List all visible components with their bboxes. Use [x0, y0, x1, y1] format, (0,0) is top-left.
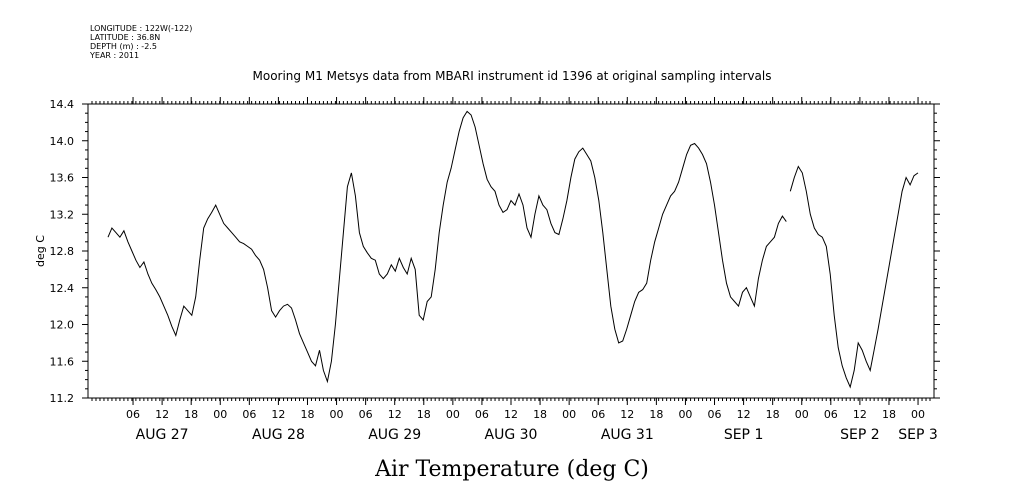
y-tick-label: 13.2: [50, 208, 75, 221]
x-tick-label: 06: [475, 408, 489, 421]
y-tick-label: 12.0: [50, 319, 75, 332]
x-tick-label: 18: [533, 408, 547, 421]
x-tick-label: 12: [155, 408, 169, 421]
x-tick-label: 00: [446, 408, 460, 421]
x-tick-label: 12: [853, 408, 867, 421]
x-day-label: AUG 31: [601, 427, 654, 443]
series-line-segment-1: [107, 110, 787, 384]
x-tick-label: 00: [795, 408, 809, 421]
x-axis: 06 12 18 00 06 12 18 00 06 12 18 00 06 12 18 00 06 12 18 00…: [91, 97, 938, 443]
meta-year: YEAR : 2011: [89, 51, 139, 60]
series-line-segment-2: [789, 165, 919, 389]
series-air-temperature: [107, 110, 919, 389]
x-tick-label: 00: [562, 408, 576, 421]
x-day-label: AUG 30: [485, 427, 538, 443]
y-tick-label: 12.8: [50, 245, 75, 258]
metadata-block: LONGITUDE : 122W(-122) LATITUDE : 36.8N …: [89, 24, 192, 60]
x-tick-label: 18: [184, 408, 198, 421]
x-tick-label: 00: [330, 408, 344, 421]
chart-title: Mooring M1 Metsys data from MBARI instru…: [253, 69, 772, 83]
x-tick-label: 18: [417, 408, 431, 421]
y-tick-label: 12.4: [50, 282, 75, 295]
x-tick-label: 06: [359, 408, 373, 421]
y-tick-label: 14.4: [50, 98, 75, 111]
x-tick-label: 00: [678, 408, 692, 421]
x-tick-label: 18: [300, 408, 314, 421]
y-tick-label: 11.2: [50, 392, 75, 405]
x-day-label: AUG 27: [136, 427, 189, 443]
x-tick-label: 06: [126, 408, 140, 421]
x-tick-label: 00: [911, 408, 925, 421]
x-tick-label: 06: [591, 408, 605, 421]
x-tick-label: 12: [271, 408, 285, 421]
x-day-label: AUG 29: [368, 427, 421, 443]
y-tick-label: 14.0: [50, 135, 75, 148]
meta-depth: DEPTH (m) : -2.5: [90, 42, 157, 51]
y-axis: 11.2 11.6 12.0 12.4 12.8 13.2 13.6 14.0 14.4: [50, 98, 940, 405]
x-tick-label: 06: [242, 408, 256, 421]
y-tick-label: 13.6: [50, 172, 75, 185]
x-tick-label: 00: [213, 408, 227, 421]
meta-longitude: LONGITUDE : 122W(-122): [90, 24, 192, 33]
x-tick-label: 18: [649, 408, 663, 421]
x-tick-label: 18: [882, 408, 896, 421]
x-tick-label: 06: [708, 408, 722, 421]
plot-frame: [87, 103, 935, 399]
x-day-label: SEP 2: [840, 427, 880, 443]
y-axis-label: deg C: [34, 235, 47, 267]
x-tick-label: 12: [388, 408, 402, 421]
x-axis-title: Air Temperature (deg C): [374, 457, 649, 482]
x-day-label: AUG 28: [252, 427, 305, 443]
x-day-label: SEP 3: [898, 427, 938, 443]
y-tick-label: 11.6: [50, 355, 75, 368]
x-tick-label: 06: [824, 408, 838, 421]
x-tick-label: 12: [504, 408, 518, 421]
x-day-label: SEP 1: [724, 427, 764, 443]
x-tick-label: 12: [737, 408, 751, 421]
meta-latitude: LATITUDE : 36.8N: [90, 33, 160, 42]
x-tick-label: 12: [620, 408, 634, 421]
x-tick-label: 18: [766, 408, 780, 421]
